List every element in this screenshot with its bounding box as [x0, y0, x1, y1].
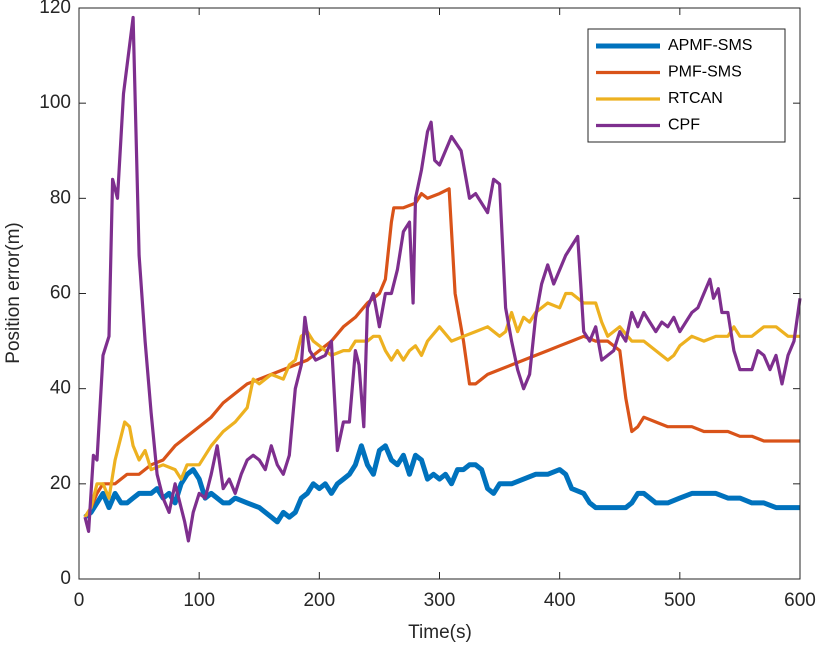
series-line [83, 291, 800, 518]
x-tick-label: 600 [784, 590, 816, 611]
legend-label: APMF-SMS [668, 37, 752, 54]
y-tick-label: 100 [39, 92, 71, 113]
y-tick-label: 20 [50, 473, 71, 494]
y-tick-label: 60 [50, 283, 71, 304]
series-line [83, 443, 800, 525]
legend-label: RTCAN [668, 90, 723, 107]
y-tick-label: 80 [50, 187, 71, 208]
x-tick-label: 300 [424, 590, 456, 611]
legend-label: PMF-SMS [668, 64, 742, 81]
x-tick-label: 0 [74, 590, 85, 611]
x-tick-label: 100 [183, 590, 215, 611]
y-tick-label: 40 [50, 378, 71, 399]
x-tick-label: 400 [544, 590, 576, 611]
legend: APMF-SMS PMF-SMS RTCAN CPF [587, 28, 786, 143]
series-line [83, 187, 800, 518]
y-tick-label: 120 [39, 0, 71, 18]
y-tick-label: 0 [60, 568, 71, 589]
legend-label: CPF [668, 117, 700, 134]
y-axis-label: Position error(m) [3, 222, 24, 363]
x-axis-label: Time(s) [408, 622, 472, 643]
x-tick-label: 500 [664, 590, 696, 611]
x-tick-label: 200 [303, 590, 335, 611]
series-line [83, 15, 802, 543]
